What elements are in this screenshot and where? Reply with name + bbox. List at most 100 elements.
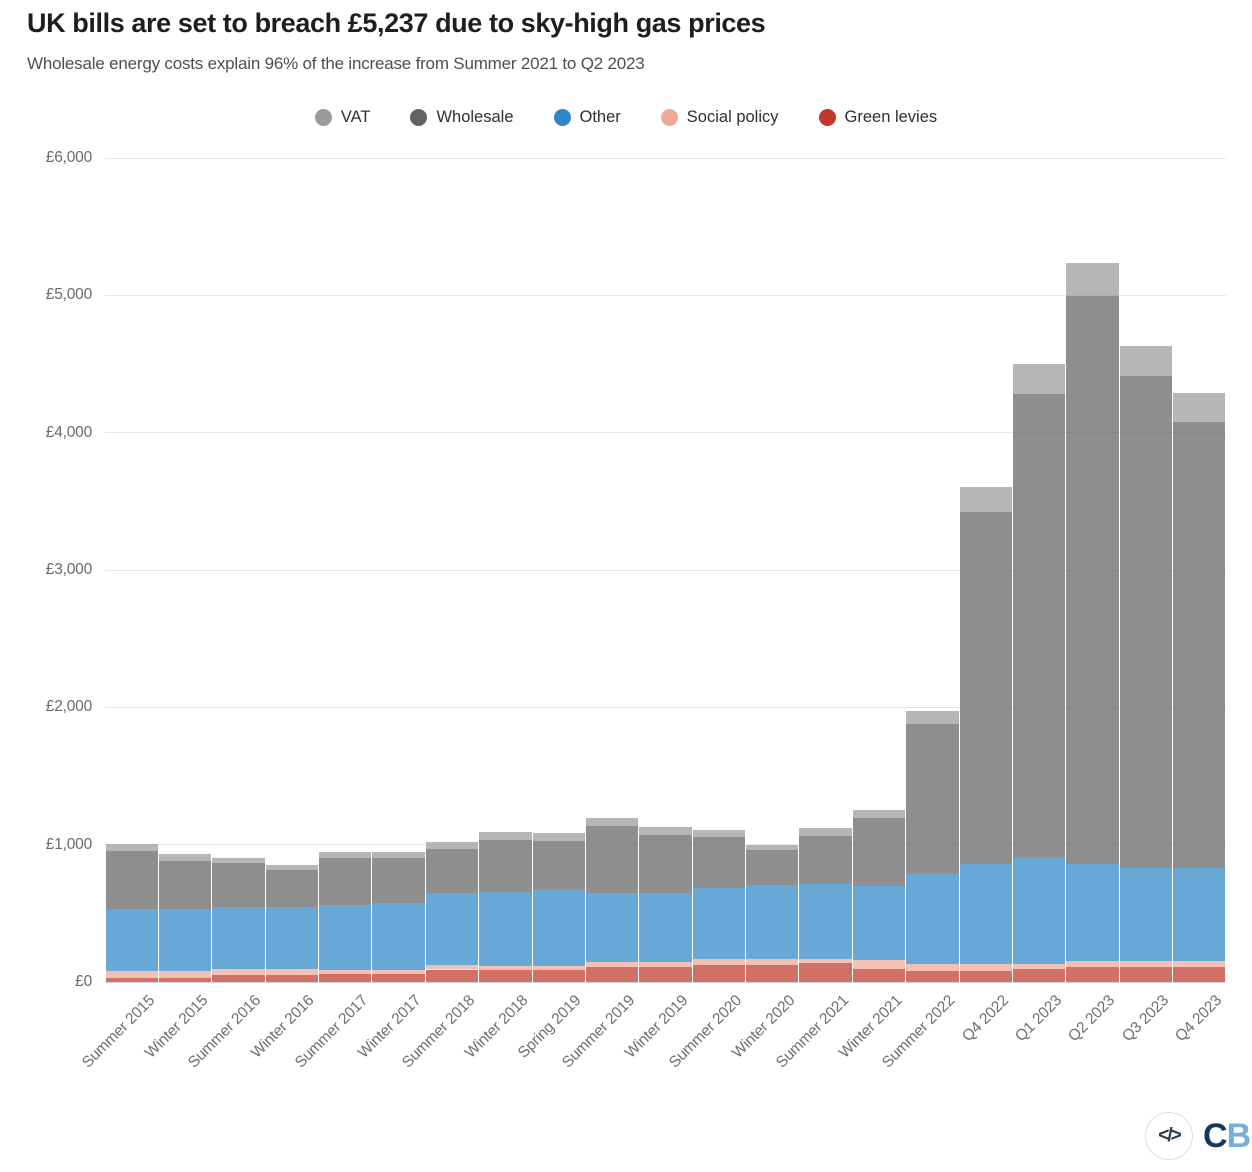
gridline [105,569,1226,571]
x-axis-line [105,981,1226,983]
bar-segment-green-levies [639,967,692,982]
x-axis-label: Q2 2023 [1065,992,1119,1046]
bar-segment-social-policy [532,965,585,970]
legend-label: Wholesale [436,108,514,126]
bar-segment-social-policy [158,970,212,978]
x-axis-label: Q1 2023 [1012,992,1066,1046]
bar-segment-wholesale [639,835,692,893]
bar-segment-wholesale [265,869,319,907]
bar-segment-vat [265,864,319,870]
bar-segment-wholesale [1012,393,1066,858]
legend-dot [410,109,428,126]
bar-segment-other [265,906,319,970]
bar-segment-other [372,903,425,971]
bar-segment-vat [425,842,479,850]
bar-segment-green-levies [532,969,585,982]
bar-segment-green-levies [585,967,639,982]
bar-segment-vat [1012,364,1066,394]
chart-legend: VAT Wholesale Other Social policy Green levi… [0,108,1252,127]
bar-segment-vat [639,826,692,836]
legend-label: Other [579,108,621,126]
bar-segment-social-policy [212,969,265,976]
bar-segment-green-levies [799,963,852,982]
bar-segment-vat [959,486,1012,513]
bar-segment-social-policy [639,961,692,968]
legend-item-wholesale[interactable]: Wholesale [410,108,514,127]
legend-label: Social policy [686,108,779,126]
bar-segment-green-levies [959,971,1012,982]
bar-segment-social-policy [692,959,746,965]
bar-segment-other [746,884,799,960]
bar-segment-vat [1119,346,1173,377]
y-axis-label: £5,000 [45,286,92,304]
bar-segment-vat [1173,393,1226,423]
bar-segment-wholesale [212,863,265,907]
bar-segment-vat [479,832,532,840]
bar-segment-green-levies [372,974,425,982]
bar-segment-green-levies [906,971,959,982]
cb-letter-b: B [1226,1116,1252,1155]
bar-segment-social-policy [1066,961,1119,967]
bar-segment-wholesale [585,825,639,894]
bar-segment-green-levies [852,968,906,982]
legend-item-green-levies[interactable]: Green levies [818,108,938,127]
bar-segment-other [906,873,959,964]
y-axis-label: £2,000 [45,698,92,716]
bar-segment-other [799,884,852,959]
bar-segment-wholesale [479,839,532,893]
bar-segment-other [212,906,265,970]
bar-segment-green-levies [1066,966,1119,982]
legend-dot [818,109,836,126]
bar-segment-vat [532,832,585,841]
bar-segment-wholesale [532,840,585,891]
embed-code-icon[interactable]: </> [1145,1112,1193,1160]
legend-item-vat[interactable]: VAT [314,108,371,127]
gridline [105,432,1226,434]
carbonbrief-logo: </> CB [1145,1112,1252,1160]
code-glyph: </> [1158,1125,1182,1146]
legend-label: Green levies [844,108,938,126]
bar-segment-social-policy [746,959,799,965]
gridline [105,294,1226,296]
bar-segment-social-policy [319,970,372,975]
bar-segment-other [639,892,692,962]
bar-segment-vat [319,851,372,858]
bar-segment-wholesale [372,857,425,904]
legend-dot [314,109,332,126]
chart-title: UK bills are set to breach £5,237 due to… [27,8,766,38]
bar-segment-wholesale [319,857,372,906]
bar-segment-wholesale [852,817,906,887]
bar-segment-wholesale [1173,422,1226,869]
bar-segment-green-levies [1012,969,1066,982]
bar-segment-vat [746,844,799,851]
bar-segment-vat [105,844,158,851]
cb-wordmark: CB [1203,1116,1252,1156]
bar-segment-social-policy [585,961,639,968]
bar-segment-other [158,909,212,971]
bar-segment-social-policy [1012,963,1066,970]
bar-segment-wholesale [959,512,1012,865]
legend-item-social-policy[interactable]: Social policy [660,108,779,127]
bar-segment-wholesale [692,837,746,889]
bar-segment-green-levies [692,964,746,982]
y-axis-label: £6,000 [45,149,92,166]
bar-segment-wholesale [906,724,959,874]
legend-label: VAT [340,108,371,126]
bar-segment-other [1012,857,1066,964]
y-axis-label: £4,000 [45,423,92,441]
bar-segment-wholesale [425,849,479,893]
bar-segment-other [1173,868,1226,962]
bar-segment-vat [1066,262,1119,296]
cb-letter-c: C [1203,1116,1228,1155]
bar-segment-social-policy [1119,961,1173,967]
bar-segment-social-policy [959,963,1012,972]
y-axis-label: £3,000 [45,561,92,578]
legend-item-other[interactable]: Other [553,108,621,127]
bar-segment-social-policy [372,970,425,975]
bar-segment-social-policy [799,958,852,964]
bar-segment-vat [852,809,906,818]
bar-segment-wholesale [746,850,799,885]
bar-segment-vat [158,853,212,861]
